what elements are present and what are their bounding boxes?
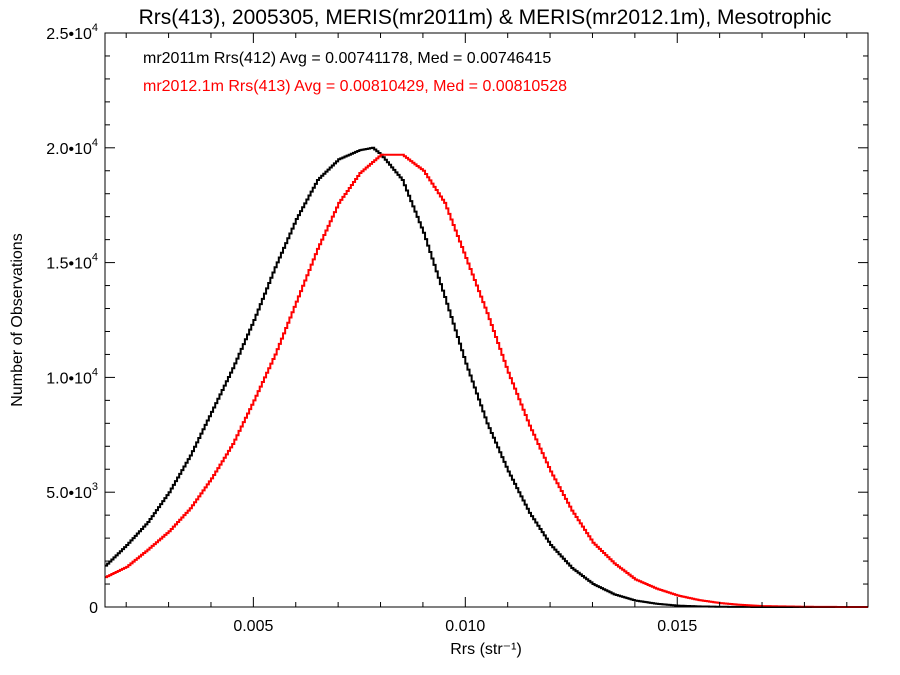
chart-title: Rrs(413), 2005305, MERIS(mr2011m) & MERI… [139, 6, 832, 29]
y-tick-label: 1.0•104 [46, 366, 98, 387]
y-tick-label: 2.5•104 [46, 22, 98, 43]
x-tick-label: 0.010 [445, 618, 485, 635]
y-tick-label: 2.0•104 [46, 137, 98, 158]
y-axis-label: Number of Observations [9, 233, 26, 406]
x-tick-label: 0.015 [657, 618, 697, 635]
series-layer [105, 146, 868, 608]
series-line-2 [105, 153, 868, 608]
x-tick-label: 0.005 [233, 618, 273, 635]
ticks-layer: 0.005 0.010 0.015 0 5.0•103 1.0•104 1.5•104 2.0… [46, 22, 868, 635]
x-axis-label: Rrs (str⁻¹) [450, 641, 522, 658]
legend: mr2011m Rrs(412) Avg = 0.00741178, Med =… [143, 50, 567, 95]
series-line-1 [105, 146, 868, 608]
y-tick-label: 1.5•104 [46, 252, 98, 273]
plot-frame [104, 32, 869, 608]
y-tick-label: 0 [89, 600, 98, 617]
y-tick-label: 5.0•103 [46, 481, 98, 502]
legend-entry-mr2011m: mr2011m Rrs(412) Avg = 0.00741178, Med =… [143, 50, 551, 67]
legend-entry-mr2012-1m: mr2012.1m Rrs(413) Avg = 0.00810429, Med… [143, 78, 567, 95]
